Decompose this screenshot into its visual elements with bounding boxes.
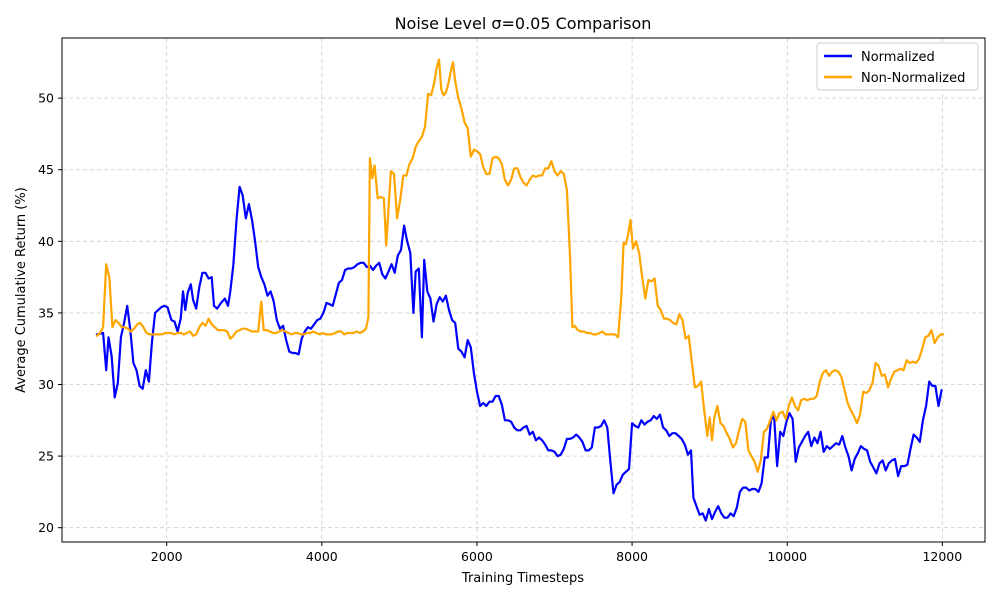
- series-line-non-normalized: [95, 58, 945, 473]
- legend-label-normalized: Normalized: [861, 50, 935, 65]
- x-tick-label: 10000: [767, 549, 807, 564]
- y-tick-label: 20: [38, 520, 54, 535]
- y-tick-label: 45: [38, 162, 54, 177]
- y-tick-label: 40: [38, 234, 54, 249]
- y-tick-label: 35: [38, 305, 54, 320]
- y-tick-label: 25: [38, 449, 54, 464]
- x-tick-label: 2000: [151, 549, 183, 564]
- x-tick-label: 8000: [616, 549, 648, 564]
- axis-ticks: 2000 4000 6000 8000 10000 12000 20 25 30 35 40 45 50: [38, 91, 962, 564]
- x-tick-label: 4000: [306, 549, 338, 564]
- x-tick-label: 6000: [461, 549, 493, 564]
- series-line-normalized: [95, 185, 943, 522]
- y-tick-label: 30: [38, 377, 54, 392]
- series-layer: [95, 58, 945, 522]
- plot-frame: [61, 37, 986, 543]
- chart-title: Noise Level σ=0.05 Comparison: [395, 14, 652, 33]
- legend-box: [816, 42, 979, 91]
- y-tick-label: 50: [38, 91, 54, 106]
- y-axis-label: Average Cumulative Return (%): [14, 187, 29, 393]
- legend-label-non-normalized: Non-Normalized: [861, 71, 965, 86]
- x-axis-label: Training Timesteps: [461, 571, 584, 586]
- grid: [62, 38, 985, 542]
- legend: Normalized Non-Normalized: [816, 42, 979, 91]
- x-tick-label: 12000: [922, 549, 962, 564]
